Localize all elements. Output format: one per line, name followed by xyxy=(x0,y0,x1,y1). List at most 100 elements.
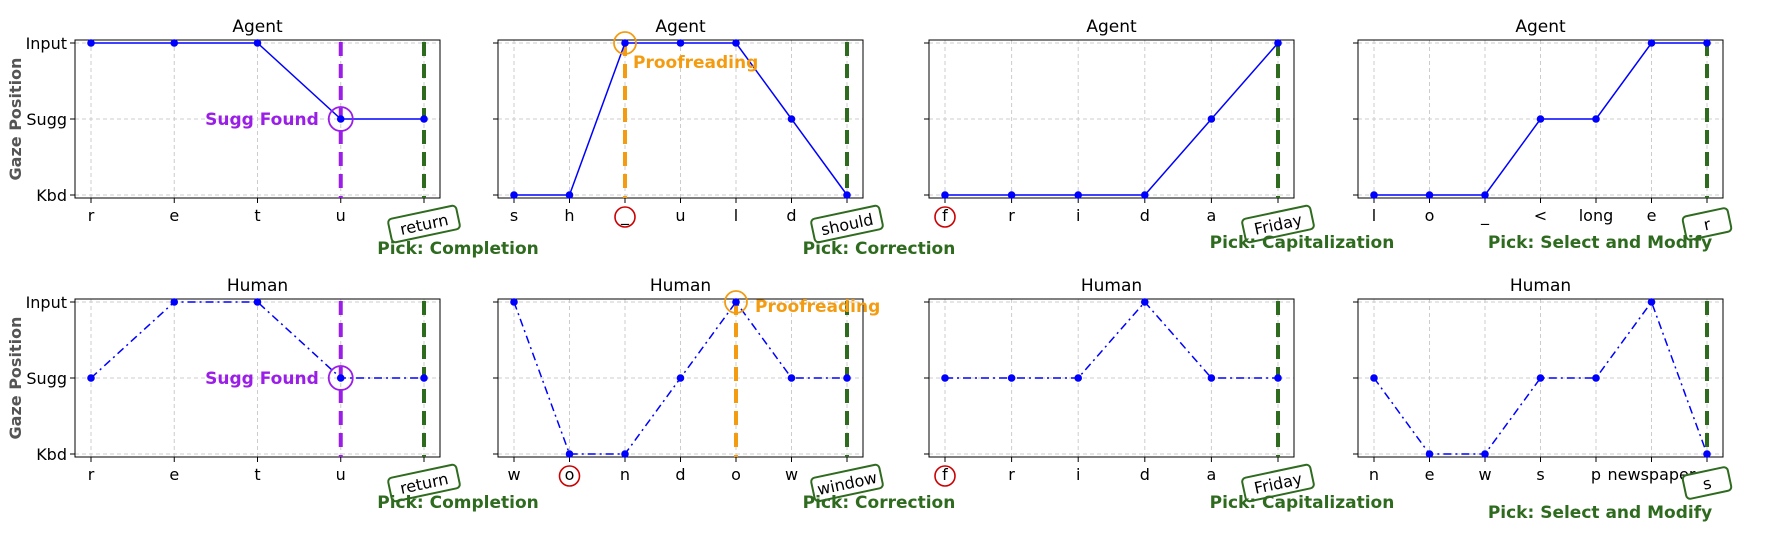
chart-title: Agent xyxy=(1515,17,1566,37)
data-point xyxy=(1274,374,1282,382)
pick-type-label: Pick: Select and Modify xyxy=(1488,503,1712,523)
data-point xyxy=(170,39,179,47)
data-point xyxy=(1207,115,1216,123)
y-axis-label: Gaze Position xyxy=(6,317,25,440)
chart-title: Human xyxy=(650,276,711,296)
x-tick-label: w xyxy=(785,465,798,484)
data-point xyxy=(336,115,345,123)
pick-box-border xyxy=(1241,463,1315,503)
x-tick-label: w xyxy=(507,465,520,484)
pick-box-text: r xyxy=(1702,214,1713,234)
x-tick-label: s xyxy=(510,206,518,225)
data-point xyxy=(1592,374,1600,382)
proofreading-label: Proofreading xyxy=(755,297,880,317)
x-tick-label: w xyxy=(1478,465,1491,484)
data-point xyxy=(1481,450,1489,458)
series-line xyxy=(945,42,1279,196)
data-point xyxy=(565,191,574,199)
series-line xyxy=(90,301,424,379)
proofreading-label: Proofreading xyxy=(633,53,758,73)
data-point xyxy=(1425,191,1434,199)
proofreading-circle xyxy=(613,31,637,55)
x-tick-label: e xyxy=(1425,465,1435,484)
x-tick-label: _ xyxy=(620,206,630,226)
x-tick-label: h xyxy=(564,206,574,225)
data-point xyxy=(87,39,95,47)
data-point xyxy=(1370,374,1378,382)
chart-title: Agent xyxy=(655,17,706,37)
data-point xyxy=(253,298,262,306)
data-point xyxy=(420,374,428,382)
data-point xyxy=(732,298,740,306)
error-circle xyxy=(614,206,636,228)
y-tick-label: Input xyxy=(26,34,67,53)
x-tick-label: _ xyxy=(1480,206,1490,226)
data-point xyxy=(1703,450,1711,458)
data-point xyxy=(510,298,518,306)
sugg-found-circle xyxy=(327,365,354,391)
data-point xyxy=(420,115,428,123)
x-tick-label: u xyxy=(675,206,685,225)
data-point xyxy=(1074,374,1082,382)
data-point xyxy=(1592,115,1600,123)
data-point xyxy=(1647,298,1656,306)
pick-box-border xyxy=(1681,466,1733,500)
chart-title: Human xyxy=(1081,276,1142,296)
x-tick-label: r xyxy=(1008,465,1015,484)
data-point xyxy=(87,374,95,382)
x-tick-label: d xyxy=(1140,465,1150,484)
chart-title: Agent xyxy=(232,17,283,37)
data-point xyxy=(732,39,740,47)
pick-type-label: Pick: Correction xyxy=(803,239,956,259)
data-point xyxy=(1007,374,1016,382)
x-tick-label: n xyxy=(1369,465,1379,484)
x-tick-label: o xyxy=(1425,206,1435,225)
chart-title: Human xyxy=(227,276,288,296)
error-circle xyxy=(934,465,956,487)
x-tick-label: o xyxy=(565,465,575,484)
x-tick-label: long xyxy=(1579,206,1614,225)
y-tick-label: Sugg xyxy=(26,110,67,129)
x-tick-label: u xyxy=(336,206,346,225)
x-tick-label: f xyxy=(942,465,948,484)
data-point xyxy=(1425,450,1434,458)
x-tick-label: d xyxy=(1140,206,1150,225)
x-tick-label: a xyxy=(1206,206,1216,225)
pick-box-border xyxy=(1241,204,1315,244)
x-tick-label: r xyxy=(88,465,95,484)
data-point xyxy=(1481,191,1489,199)
data-point xyxy=(941,374,949,382)
x-tick-label: i xyxy=(1076,206,1080,225)
data-point xyxy=(1703,39,1711,47)
pick-label-box: r xyxy=(1681,207,1733,241)
y-axis-label: Gaze Position xyxy=(6,58,25,181)
pick-label-box: return xyxy=(387,204,461,244)
error-circle xyxy=(558,465,581,487)
data-point xyxy=(1007,191,1016,199)
pick-type-label: Pick: Completion xyxy=(377,239,539,259)
x-tick-label: e xyxy=(169,465,179,484)
pick-box-text: s xyxy=(1701,473,1713,493)
pick-box-border xyxy=(387,463,461,503)
pick-box-border xyxy=(810,204,884,244)
x-tick-label: d xyxy=(675,465,685,484)
x-tick-label: s xyxy=(1536,465,1544,484)
data-point xyxy=(843,191,851,199)
pick-type-label: Pick: Select and Modify xyxy=(1488,233,1712,253)
x-tick-label: t xyxy=(254,465,260,484)
data-point xyxy=(1536,374,1545,382)
x-tick-label: e xyxy=(169,206,179,225)
x-tick-label: r xyxy=(1008,206,1015,225)
pick-box-border xyxy=(387,204,461,244)
x-tick-label: e xyxy=(1647,206,1657,225)
data-point xyxy=(1207,374,1216,382)
x-tick-label: p xyxy=(1591,465,1601,484)
data-point xyxy=(565,450,574,458)
x-tick-label: l xyxy=(1372,206,1376,225)
data-point xyxy=(510,191,518,199)
x-tick-label: l xyxy=(734,206,738,225)
pick-label-box: should xyxy=(810,204,884,244)
data-point xyxy=(1536,115,1545,123)
sugg-found-circle xyxy=(327,106,354,132)
